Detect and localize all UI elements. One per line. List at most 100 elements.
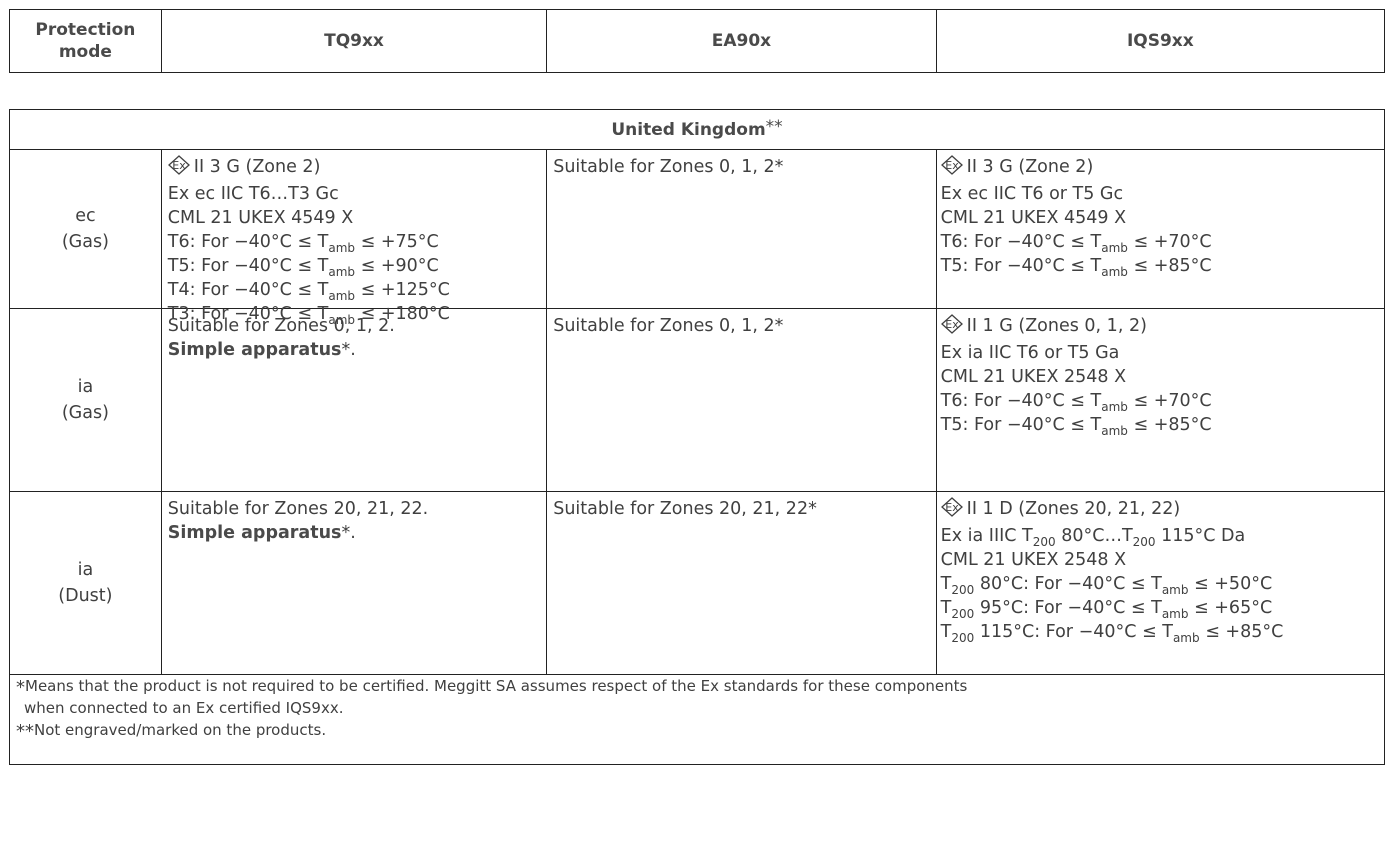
table-row: ia (Gas) Suitable for Zones 0, 1, 2. Simp… [10,309,1384,492]
svg-text:Ex: Ex [945,501,959,514]
mode-label: ia [77,560,94,580]
cell-line: Ex ia IIIC T200 80°C…T200 115°C Da [941,524,1378,548]
cell-text: 200 [951,607,975,621]
cell-text: Ex ia IIIC T [940,526,1033,546]
cell-text: ≤ +65°C [1188,598,1273,618]
cell-text: amb [1101,400,1128,414]
header-table: Protection mode TQ9xx EA90x IQS9xx [9,9,1385,73]
cell-text: CML 21 UKEX 4549 X [167,208,354,228]
cell-text: T5: For −40°C ≤ T [940,415,1102,435]
cell-line: T200 115°C: For −40°C ≤ Tamb ≤ +85°C [941,620,1378,644]
cell-line: Ex II 1 D (Zones 20, 21, 22) [940,497,1378,524]
cell-text: amb [1101,265,1128,279]
cell-text: ≤ +85°C [1199,622,1284,642]
cell-text: *. [341,340,356,360]
cell-text: ≤ +180°C [355,304,450,324]
header-protection-mode: Protection mode [10,10,162,72]
ex-mark-icon: Ex [940,314,963,341]
cell-text: amb [1172,631,1200,645]
footnote-1-continued: when connected to an Ex certified IQS9xx… [24,699,344,717]
cell-line: T5: For −40°C ≤ Tamb ≤ +85°C [941,413,1378,437]
cell-text: amb [328,289,356,303]
cell-text: *. [341,523,356,543]
cell-line: T5: For −40°C ≤ Tamb ≤ +85°C [941,254,1378,278]
cell-text: 80°C…T [1055,526,1133,546]
svg-text:Ex: Ex [945,159,959,172]
cell-text: Suitable for Zones 0, 1, 2. [167,316,395,336]
cell-text: Suitable for Zones 0, 1, 2* [553,316,784,336]
mode-label: ia [77,377,94,397]
header-ea90x: EA90x [547,10,937,72]
cell-text: 200 [951,583,975,597]
cell-text: ≤ +70°C [1127,391,1212,411]
table-row: ia (Dust) Suitable for Zones 20, 21, 22. … [10,492,1384,675]
cell-text: Ex ec IIC T6…T3 Gc [167,184,339,204]
cell-text: Simple apparatus [167,340,342,360]
cell-text: 115°C: For −40°C ≤ T [974,622,1173,642]
cell-text: II 3 G (Zone 2) [966,157,1094,177]
cell-text: T6: For −40°C ≤ T [940,391,1102,411]
cell-line: T4: For −40°C ≤ Tamb ≤ +125°C [168,278,540,302]
medium-label: (Dust) [58,586,113,606]
cell-text: T [940,622,952,642]
cell-text: T3: For −40°C ≤ T [167,304,329,324]
cell-text: ≤ +125°C [355,280,450,300]
iqs9xx-cell: Ex II 1 D (Zones 20, 21, 22) Ex ia IIIC T… [937,492,1384,674]
svg-text:Ex: Ex [945,318,959,331]
cell-text: II 3 G (Zone 2) [193,157,321,177]
cell-text: 200 [951,631,975,645]
cell-line: T200 95°C: For −40°C ≤ Tamb ≤ +65°C [941,596,1378,620]
cell-text: amb [1161,607,1189,621]
cell-text: T [940,574,952,594]
table-title: United Kingdom [611,119,766,140]
cell-text: amb [1161,583,1189,597]
cell-line: T6: For −40°C ≤ Tamb ≤ +70°C [941,230,1378,254]
cell-text: T4: For −40°C ≤ T [167,280,329,300]
cell-text: II 1 G (Zones 0, 1, 2) [966,316,1147,336]
iqs9xx-cell: Ex II 3 G (Zone 2) Ex ec IIC T6 or T5 Gc … [937,150,1384,308]
cell-text: T5: For −40°C ≤ T [940,256,1102,276]
protection-mode-cell: ia (Gas) [10,309,162,491]
footnote-1: *Means that the product is not required … [16,675,967,698]
mode-label: ec [75,206,96,226]
certification-table: United Kingdom ** ec (Gas) Ex II 3 G (Zone … [9,109,1385,765]
cell-text: amb [1101,424,1128,438]
cell-text: amb [328,241,356,255]
cell-line: T6: For −40°C ≤ Tamb ≤ +75°C [168,230,540,254]
cell-text: T [940,598,952,618]
cell-text: Suitable for Zones 20, 21, 22. [167,499,429,519]
cell-line: T200 80°C: For −40°C ≤ Tamb ≤ +50°C [941,572,1378,596]
svg-text:Ex: Ex [172,159,186,172]
cell-line: Simple apparatus*. [168,338,540,362]
ea90x-cell: Suitable for Zones 0, 1, 2* [547,150,937,308]
cell-text: Suitable for Zones 20, 21, 22* [553,499,817,519]
ea90x-cell: Suitable for Zones 20, 21, 22* [547,492,937,674]
cell-text: amb [1101,241,1128,255]
ex-mark-icon: Ex [940,497,963,524]
cell-text: 95°C: For −40°C ≤ T [974,598,1162,618]
cell-text: T6: For −40°C ≤ T [940,232,1102,252]
protection-mode-cell: ec (Gas) [10,150,162,308]
tq9xx-cell: Suitable for Zones 0, 1, 2. Simple appar… [162,309,548,491]
header-iqs9xx: IQS9xx [1126,31,1194,51]
cell-line: Ex II 1 G (Zones 0, 1, 2) [940,314,1378,341]
cell-text: Suitable for Zones 0, 1, 2* [553,157,784,177]
cell-text: ≤ +90°C [355,256,439,276]
medium-label: (Gas) [61,232,109,252]
cell-line: T5: For −40°C ≤ Tamb ≤ +90°C [168,254,540,278]
footnote-2: **Not engraved/marked on the products. [16,719,967,742]
cell-text: CML 21 UKEX 2548 X [940,550,1127,570]
cell-text: ≤ +75°C [355,232,439,252]
cell-text: ≤ +85°C [1127,256,1212,276]
cell-line: T3: For −40°C ≤ Tamb ≤ +180°C [168,302,540,326]
cell-text: CML 21 UKEX 2548 X [940,367,1127,387]
cell-text: Simple apparatus [167,523,342,543]
cell-line: Ex II 3 G (Zone 2) [167,155,540,182]
cell-text: T5: For −40°C ≤ T [167,256,329,276]
tq9xx-cell: Suitable for Zones 20, 21, 22. Simple ap… [162,492,548,674]
cell-line: T6: For −40°C ≤ Tamb ≤ +70°C [941,389,1378,413]
cell-text: ≤ +85°C [1127,415,1212,435]
cell-text: Not engraved/marked on the products. [34,721,327,739]
ea90x-cell: Suitable for Zones 0, 1, 2* [547,309,937,491]
cell-text: 200 [1132,535,1156,549]
